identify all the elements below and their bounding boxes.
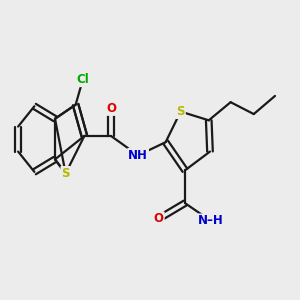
Text: N–H: N–H <box>198 214 224 227</box>
Text: O: O <box>106 102 116 115</box>
Text: S: S <box>176 105 185 118</box>
Text: Cl: Cl <box>76 73 89 86</box>
Text: NH: NH <box>128 149 148 162</box>
Text: S: S <box>61 167 70 180</box>
Text: O: O <box>154 212 164 225</box>
